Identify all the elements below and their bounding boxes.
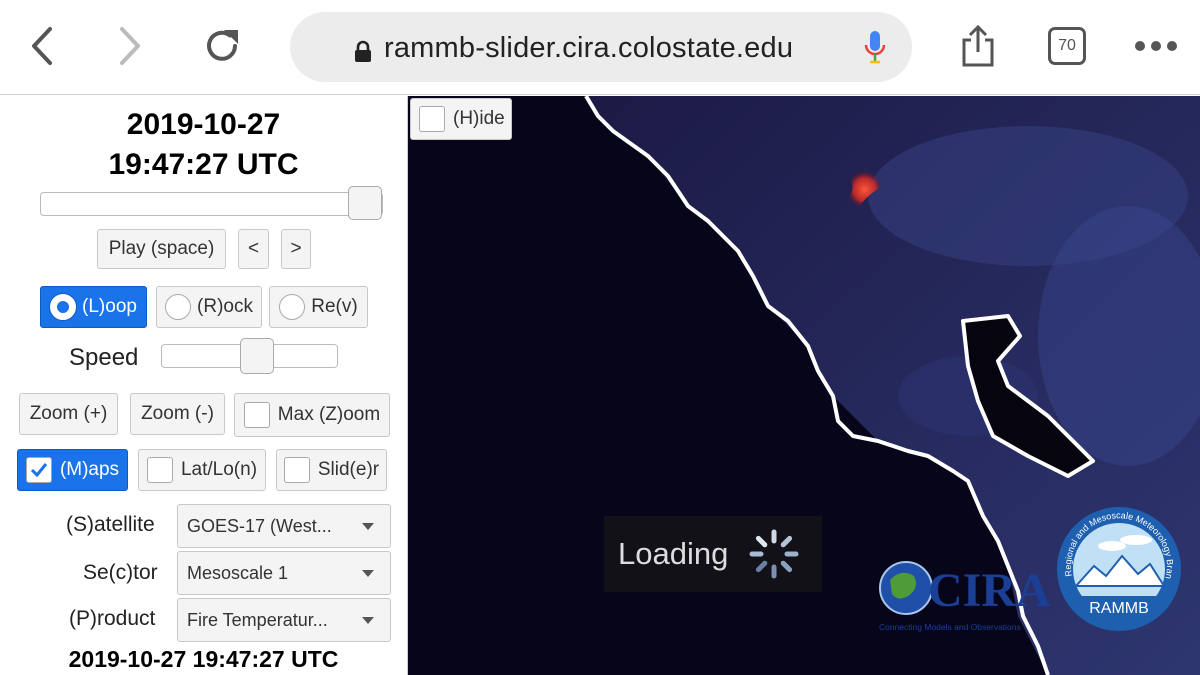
- more-button[interactable]: [1134, 24, 1178, 68]
- hide-checkbox: [419, 106, 445, 132]
- control-panel: 2019-10-27 19:47:27 UTC Play (space) < >…: [0, 96, 407, 675]
- reverse-label: Re(v): [311, 296, 358, 317]
- timeline-slider-thumb[interactable]: [348, 186, 382, 220]
- current-time: 19:47:27 UTC: [108, 148, 299, 181]
- loading-indicator: Loading: [604, 516, 822, 592]
- next-frame-button[interactable]: >: [281, 229, 311, 269]
- previous-frame-button[interactable]: <: [238, 229, 269, 269]
- satellite-label: (S)atellite: [66, 513, 155, 536]
- bay-outline: [961, 314, 1095, 478]
- loading-label: Loading: [618, 536, 729, 571]
- loop-radio-indicator: [50, 294, 77, 320]
- rammb-logo-text: RAMMB: [1089, 600, 1149, 617]
- spinner-icon: [749, 529, 799, 579]
- url-text: rammb-slider.cira.colostate.edu: [384, 32, 794, 64]
- satellite-imagery: [408, 96, 1200, 675]
- maps-label: (M)aps: [59, 459, 120, 480]
- rock-radio-button[interactable]: (R)ock: [156, 286, 262, 328]
- satellite-value: GOES-17 (West...: [187, 515, 332, 536]
- rammb-logo: Regional and Mesoscale Meteorology Branc…: [1054, 504, 1181, 631]
- speed-slider-thumb[interactable]: [239, 338, 274, 374]
- address-bar[interactable]: rammb-slider.cira.colostate.edu: [290, 12, 912, 82]
- footer-datetime: 2019-10-27 19:47:27 UTC: [68, 646, 339, 672]
- speed-slider[interactable]: [161, 338, 338, 374]
- sector-label: Se(c)tor: [83, 561, 158, 584]
- maps-checkbox: [25, 457, 52, 483]
- reload-button[interactable]: [200, 24, 244, 68]
- sector-value: Mesoscale 1: [187, 562, 289, 583]
- back-button[interactable]: [20, 24, 64, 68]
- max-zoom-toggle[interactable]: Max (Z)oom: [234, 393, 390, 437]
- forward-arrow-icon: [120, 27, 140, 65]
- satellite-image-viewport[interactable]: (H)ide Loading CIRA Connecting Models an…: [407, 96, 1200, 675]
- coastline: [584, 96, 1050, 675]
- cira-tagline: Connecting Models and Observations: [879, 622, 1021, 632]
- reload-icon: [207, 30, 238, 61]
- share-button[interactable]: [956, 24, 1000, 68]
- tab-count-button[interactable]: 70: [1048, 27, 1086, 65]
- hide-label: (H)ide: [453, 108, 505, 129]
- reverse-radio-button[interactable]: Re(v): [269, 286, 368, 328]
- slider-checkbox: [283, 457, 310, 483]
- zoom-in-button[interactable]: Zoom (+): [19, 393, 118, 435]
- max-zoom-checkbox: [243, 402, 270, 428]
- chevron-down-icon: [362, 523, 374, 530]
- latlon-label: Lat/Lo(n): [180, 459, 258, 480]
- cira-logo: CIRA Connecting Models and Observations: [879, 561, 1051, 632]
- browser-toolbar: rammb-slider.cira.colostate.edu 70: [0, 0, 1200, 95]
- chevron-down-icon: [362, 617, 374, 624]
- fire-hotspot: [846, 170, 883, 209]
- satellite-select[interactable]: GOES-17 (West...: [177, 504, 391, 548]
- latlon-checkbox: [146, 457, 173, 483]
- hide-toggle[interactable]: (H)ide: [410, 98, 512, 140]
- lock-icon: [355, 40, 371, 62]
- current-date: 2019-10-27: [126, 108, 281, 141]
- loop-label: (L)oop: [82, 296, 137, 317]
- chevron-down-icon: [362, 570, 374, 577]
- check-icon: [30, 463, 48, 478]
- max-zoom-label: Max (Z)oom: [277, 404, 381, 425]
- speed-label: Speed: [69, 344, 139, 371]
- product-select[interactable]: Fire Temperatur...: [177, 598, 391, 642]
- more-dots-icon: [1135, 41, 1177, 51]
- reverse-radio-indicator: [279, 294, 306, 320]
- rock-radio-indicator: [165, 294, 192, 320]
- loop-radio-button[interactable]: (L)oop: [40, 286, 147, 328]
- latlon-toggle[interactable]: Lat/Lo(n): [138, 449, 266, 491]
- cira-logo-text: CIRA: [928, 564, 1051, 617]
- maps-toggle[interactable]: (M)aps: [17, 449, 128, 491]
- share-icon: [962, 24, 994, 67]
- sector-select[interactable]: Mesoscale 1: [177, 551, 391, 595]
- timeline-slider[interactable]: [40, 186, 383, 220]
- microphone-icon[interactable]: [864, 30, 886, 66]
- back-arrow-icon: [32, 27, 52, 65]
- slider-label: Slid(e)r: [317, 459, 380, 480]
- rock-label: (R)ock: [197, 296, 253, 317]
- forward-button[interactable]: [108, 24, 152, 68]
- zoom-out-button[interactable]: Zoom (-): [130, 393, 225, 435]
- product-value: Fire Temperatur...: [187, 609, 328, 630]
- play-button[interactable]: Play (space): [97, 229, 226, 269]
- product-label: (P)roduct: [69, 607, 156, 630]
- slider-toggle[interactable]: Slid(e)r: [276, 449, 387, 491]
